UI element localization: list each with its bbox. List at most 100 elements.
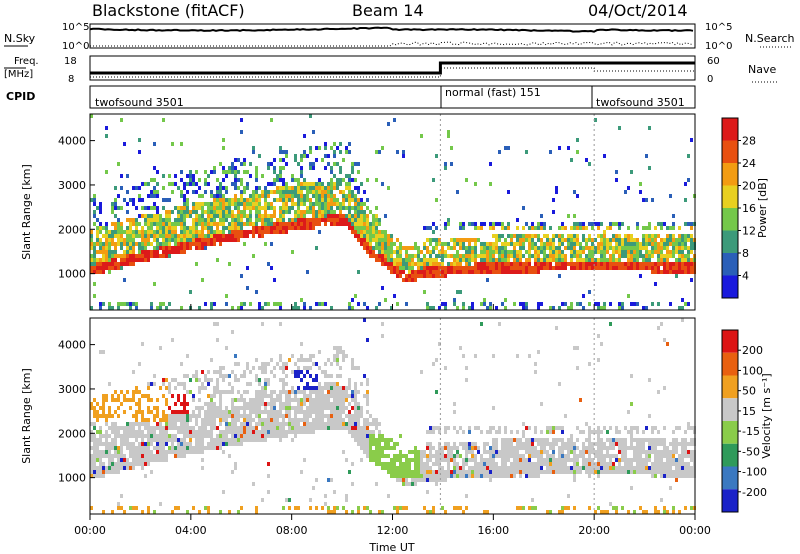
velocity-cell xyxy=(333,358,336,362)
power-cell xyxy=(105,222,108,226)
velocity-cell xyxy=(543,462,546,466)
power-cell xyxy=(612,262,615,266)
power-cell xyxy=(324,210,327,214)
velocity-cell xyxy=(258,366,261,370)
power-cell xyxy=(498,270,501,274)
power-cell xyxy=(171,142,174,146)
power-cell xyxy=(570,246,573,250)
velocity-cell xyxy=(327,414,330,418)
power-cell xyxy=(309,206,312,210)
velocity-cell xyxy=(354,430,357,434)
power-cell xyxy=(117,194,120,198)
power-cell xyxy=(288,198,291,202)
power-cell xyxy=(672,246,675,250)
power-cell xyxy=(99,230,102,234)
velocity-cell xyxy=(507,458,510,462)
velocity-cell xyxy=(348,470,351,474)
power-cell xyxy=(216,226,219,230)
power-cell xyxy=(225,186,228,190)
power-cell xyxy=(525,270,528,274)
power-cell xyxy=(516,238,519,242)
power-cell xyxy=(615,234,618,238)
velocity-cell xyxy=(660,322,663,326)
velocity-cell xyxy=(495,474,498,478)
velocity-cell xyxy=(495,430,498,434)
velocity-cell xyxy=(561,510,564,514)
power-cell xyxy=(288,210,291,214)
power-cell xyxy=(555,258,558,262)
power-cell xyxy=(378,250,381,254)
power-cell xyxy=(624,234,627,238)
power-cell xyxy=(654,246,657,250)
velocity-cell xyxy=(279,322,282,326)
power-cell xyxy=(168,182,171,186)
power-cell xyxy=(168,234,171,238)
velocity-cell xyxy=(561,454,564,458)
velocity-cell xyxy=(324,426,327,430)
power-cell xyxy=(108,234,111,238)
power-data xyxy=(90,114,696,310)
power-cell xyxy=(387,258,390,262)
velocity-cell xyxy=(489,478,492,482)
power-cell xyxy=(291,218,294,222)
power-cell xyxy=(531,254,534,258)
power-cell xyxy=(369,230,372,234)
velocity-cell xyxy=(531,450,534,454)
power-cell xyxy=(282,198,285,202)
velocity-cell xyxy=(123,394,126,398)
velocity-cell xyxy=(678,442,681,446)
power-cell xyxy=(156,190,159,194)
velocity-cell xyxy=(402,482,405,486)
velocity-cell xyxy=(204,426,207,430)
velocity-cell xyxy=(177,414,180,418)
power-cell xyxy=(117,302,120,306)
power-cell xyxy=(273,198,276,202)
power-cell xyxy=(261,174,264,178)
velocity-cell xyxy=(96,470,99,474)
power-cell xyxy=(573,238,576,242)
velocity-cell xyxy=(537,466,540,470)
power-cell xyxy=(351,298,354,302)
power-cell xyxy=(684,238,687,242)
power-cell xyxy=(456,242,459,246)
power-cell xyxy=(330,178,333,182)
power-y-label: Slant Range [km] xyxy=(20,164,33,260)
power-cell xyxy=(438,254,441,258)
velocity-cell xyxy=(351,422,354,426)
power-cell xyxy=(120,222,123,226)
velocity-cell xyxy=(201,458,204,462)
velocity-cell xyxy=(534,506,537,510)
velocity-cell xyxy=(603,462,606,466)
velocity-cell xyxy=(357,510,360,514)
velocity-cell xyxy=(270,414,273,418)
power-cell xyxy=(636,250,639,254)
velocity-cell xyxy=(345,406,348,410)
velocity-cell xyxy=(324,374,327,378)
power-cell xyxy=(468,242,471,246)
power-cell xyxy=(219,218,222,222)
velocity-cell xyxy=(342,358,345,362)
power-cell xyxy=(639,262,642,266)
power-cell xyxy=(282,158,285,162)
velocity-cell xyxy=(309,394,312,398)
power-cell xyxy=(348,182,351,186)
power-cell xyxy=(297,206,300,210)
velocity-cell xyxy=(330,410,333,414)
power-cell xyxy=(483,258,486,262)
velocity-cell xyxy=(489,470,492,474)
velocity-cell xyxy=(243,422,246,426)
power-cell xyxy=(90,230,93,234)
velocity-cell xyxy=(153,510,156,514)
power-cell xyxy=(657,262,660,266)
velocity-cell xyxy=(279,414,282,418)
power-cell xyxy=(90,242,93,246)
velocity-cell xyxy=(159,502,162,506)
velocity-cell xyxy=(675,466,678,470)
velocity-cell xyxy=(351,406,354,410)
power-cell xyxy=(399,246,402,250)
power-cell xyxy=(114,222,117,226)
velocity-cell xyxy=(138,454,141,458)
velocity-cell xyxy=(528,450,531,454)
velocity-cell xyxy=(270,430,273,434)
power-cell xyxy=(156,238,159,242)
